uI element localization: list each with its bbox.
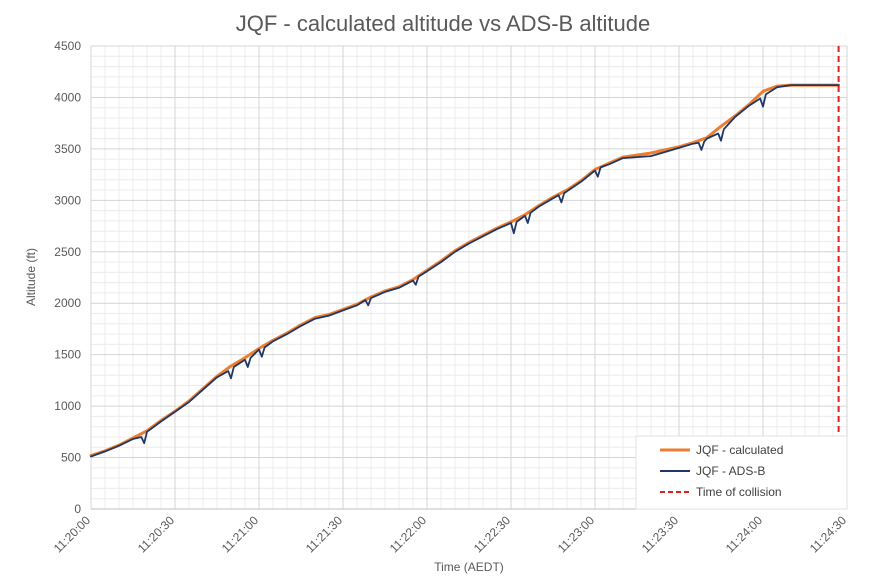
minor-gridlines [91,46,847,509]
x-tick-label: 11:23:00 [555,513,598,556]
y-tick-label: 0 [74,502,81,516]
y-tick-label: 1000 [54,399,81,413]
x-tick-label: 11:21:30 [303,513,346,556]
legend-label: JQF - ADS-B [696,464,765,478]
x-tick-labels: 11:20:00 11:20:30 11:21:00 11:21:30 11:22:00… [51,513,850,556]
x-tick-label: 11:22:30 [471,513,514,556]
y-tick-label: 3500 [54,142,81,156]
y-tick-label: 2000 [54,296,81,310]
x-tick-label: 11:20:30 [135,513,178,556]
x-tick-label: 11:20:00 [51,513,94,556]
y-tick-labels: 0 500 1000 1500 2000 2500 3000 3500 4000 4500 [54,39,81,516]
x-tick-label: 11:24:00 [723,513,766,556]
y-tick-label: 3000 [54,193,81,207]
x-tick-label: 11:21:00 [219,513,262,556]
chart-title: JQF - calculated altitude vs ADS-B altit… [236,11,651,36]
y-tick-label: 2500 [54,245,81,259]
x-axis-label: Time (AEDT) [434,560,504,574]
legend-label: Time of collision [696,485,782,499]
y-tick-label: 500 [61,451,81,465]
x-tick-label: 11:22:00 [387,513,430,556]
y-tick-label: 4000 [54,90,81,104]
y-axis-label: Altitude (ft) [24,248,38,306]
x-tick-label: 11:23:30 [639,513,682,556]
series-line-adsb [90,84,840,458]
legend-box [635,435,848,510]
legend: JQF - calculated JQF - ADS-B Time of colli… [635,435,848,510]
x-tick-label: 11:24:30 [807,513,850,556]
y-tick-label: 4500 [54,39,81,53]
series-lines [89,46,841,509]
legend-label: JQF - calculated [696,443,783,457]
y-tick-label: 1500 [54,348,81,362]
